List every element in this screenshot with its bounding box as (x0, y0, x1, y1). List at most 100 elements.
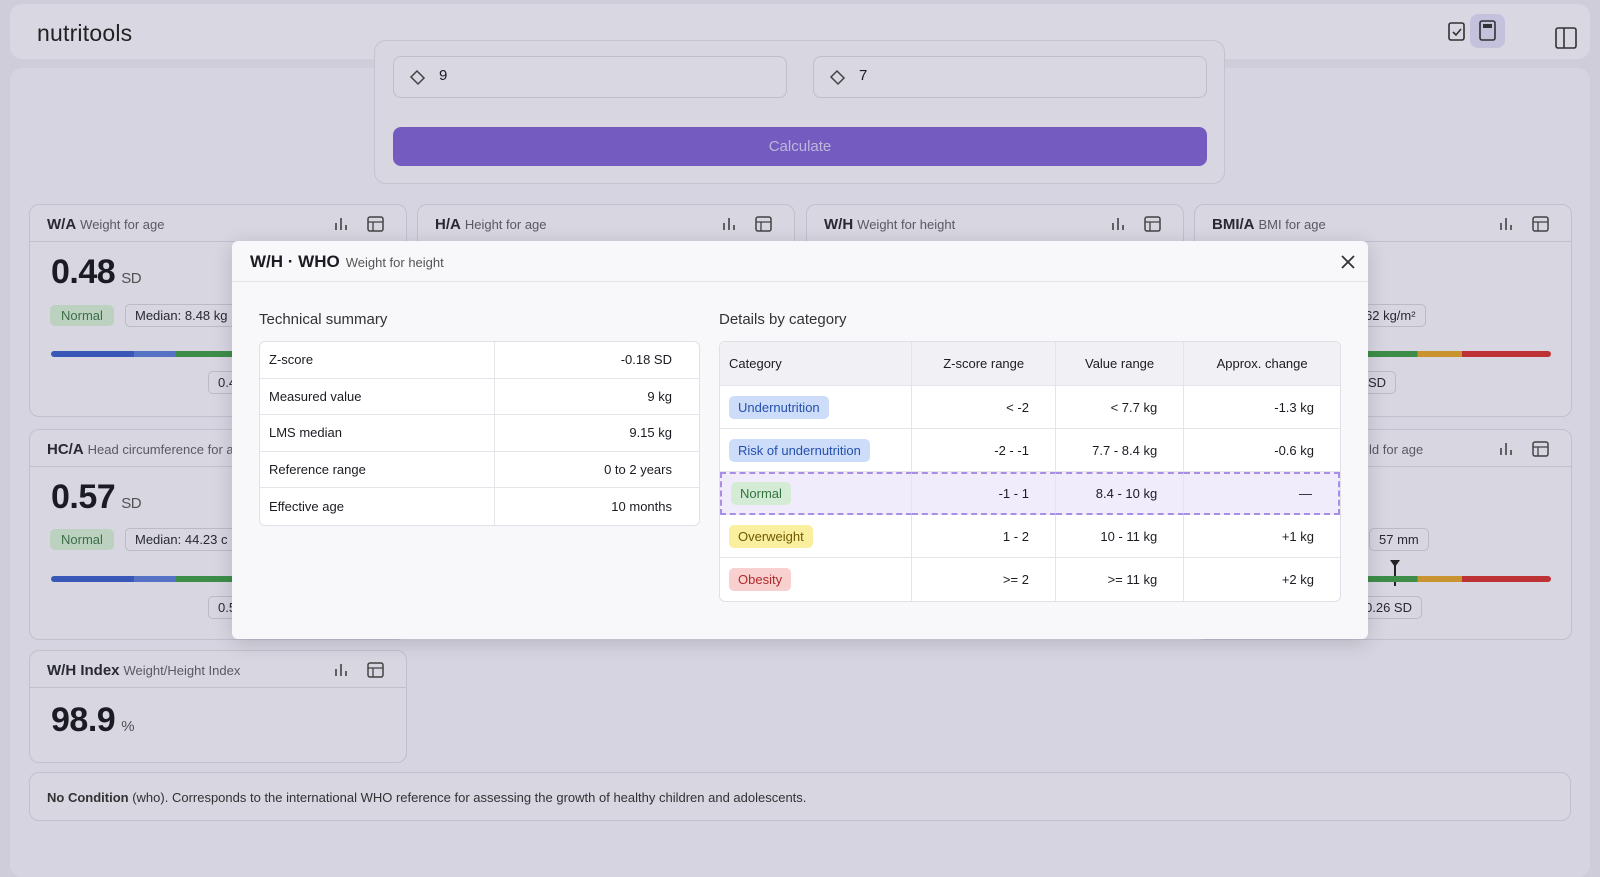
input[interactable]: 7 (813, 56, 1207, 98)
column-header: Value range (1055, 342, 1185, 386)
calculator-tab[interactable] (1470, 14, 1505, 48)
summary-table: Z-score -0.18 SD Measured value 9 kg LMS med… (259, 341, 700, 526)
details-table: Category Z-score range Value range Approx. … (719, 341, 1341, 602)
card-value: 98.9% (51, 701, 135, 740)
range-cell: -0.6 kg (1184, 429, 1340, 472)
status-badge: Normal (50, 305, 114, 326)
summary-label: Measured value (260, 378, 495, 416)
summary-row: Z-score -0.18 SD (260, 342, 699, 379)
category-badge: Obesity (729, 568, 792, 591)
footer-bold: No Condition (47, 790, 129, 805)
median-pill: 57 mm (1369, 528, 1429, 551)
clipboard-icon[interactable] (1447, 20, 1467, 42)
cell: Overweight (720, 515, 913, 558)
range-cell: -2 - -1 (912, 429, 1056, 472)
footer-text: (who). Corresponds to the international … (132, 790, 807, 805)
median-pill: Median: 8.48 kg (125, 304, 238, 327)
close-button[interactable] (1339, 253, 1357, 271)
range-cell: 7.7 - 8.4 kg (1055, 429, 1185, 472)
modal-title: W/H · WHO (250, 252, 340, 271)
modal-subtitle: Weight for height (345, 255, 444, 270)
card-actions[interactable] (720, 215, 776, 233)
summary-value: 9.15 kg (495, 415, 699, 452)
range-cell: < 7.7 kg (1055, 386, 1185, 429)
summary-label: LMS median (260, 415, 495, 452)
card-actions[interactable] (1497, 215, 1553, 233)
card-name: Weight for age (80, 217, 165, 232)
range-cell: >= 2 (912, 558, 1056, 601)
summary-row: Measured value 9 kg (260, 378, 699, 416)
summary-value: 9 kg (495, 379, 699, 416)
range-cell: 1 - 2 (912, 515, 1056, 558)
range-cell: 8.4 - 10 kg (1055, 472, 1185, 515)
range-cell: 10 - 11 kg (1055, 515, 1185, 558)
card-value: 0.48 SD (51, 253, 142, 292)
card-name: BMI for age (1258, 217, 1326, 232)
category-badge: Undernutrition (729, 395, 829, 419)
summary-row: LMS median 9.15 kg (260, 415, 699, 452)
summary-row: Effective age 10 months (260, 488, 699, 525)
summary-label: Effective age (260, 488, 495, 525)
card-code: W/A (47, 216, 77, 233)
modal: W/H · WHO Weight for height Technical sum… (232, 241, 1368, 639)
calculate-button[interactable]: Calculate (393, 127, 1207, 166)
section-title: Technical summary (259, 311, 388, 328)
unit: SD (121, 495, 142, 512)
card-actions[interactable] (332, 661, 388, 679)
card-name: Head circumference for a (87, 442, 234, 457)
input-value: 7 (859, 67, 868, 84)
input-value: 9 (439, 67, 448, 84)
range-cell: < -2 (912, 386, 1056, 429)
category-row: Obesity >= 2 >= 11 kg +2 kg (720, 558, 1340, 601)
category-row: Risk of undernutrition -2 - -1 7.7 - 8.4 k… (720, 429, 1340, 472)
card-actions[interactable] (1497, 440, 1553, 458)
summary-value: 10 months (611, 499, 672, 515)
unit: SD (121, 270, 142, 287)
cell: Obesity (720, 558, 913, 601)
column-header: Category (720, 342, 913, 386)
card-actions[interactable] (332, 215, 388, 233)
summary-value: -0.18 SD (495, 342, 699, 379)
summary-label: Reference range (260, 451, 495, 489)
range-cell: >= 11 kg (1056, 558, 1185, 601)
column-header: Z-score range (912, 342, 1056, 386)
scale-bar (1195, 351, 1551, 357)
card: W/H Index Weight/Height Index 98.9% (29, 650, 407, 763)
scale-bar (51, 576, 383, 582)
value: 98.9 (51, 701, 116, 739)
summary-value: 0 to 2 years (495, 452, 699, 489)
scale-bar (51, 351, 383, 357)
range-cell: +2 kg (1281, 572, 1314, 587)
card-name: Height for age (464, 217, 547, 232)
section-title: Details by category (719, 311, 847, 328)
layout-icon[interactable] (1550, 22, 1580, 52)
logo: nutritools (37, 20, 133, 46)
input[interactable]: 9 (393, 56, 787, 98)
category-badge: Overweight (729, 524, 813, 548)
cell: Undernutrition (720, 386, 913, 429)
status-badge: Normal (50, 529, 114, 550)
category-badge: Risk of undernutrition (729, 438, 870, 462)
card-name: Weight/Height Index (123, 663, 241, 678)
column-header: Approx. change (1184, 342, 1340, 386)
card-value: 0.57 SD (51, 478, 142, 517)
range-cell: +1 kg (1184, 515, 1340, 558)
summary-label: Z-score (260, 342, 495, 379)
card-actions[interactable] (1109, 215, 1165, 233)
cell: Normal (720, 472, 913, 515)
footer-note: No Condition (who). Corresponds to the i… (29, 772, 1571, 821)
marker (1390, 560, 1400, 586)
card-code: H/A (435, 216, 461, 233)
scale-bar (1195, 576, 1551, 582)
category-badge: Normal (731, 482, 791, 505)
card-code: HC/A (47, 441, 84, 458)
value: 0.48 (51, 253, 116, 291)
category-row: Overweight 1 - 2 10 - 11 kg +1 kg (720, 515, 1340, 558)
card-name: Weight for height (857, 217, 956, 232)
card-code: BMI/A (1212, 216, 1255, 233)
median-pill: Median: 44.23 c (125, 528, 238, 551)
cell: Risk of undernutrition (720, 429, 913, 472)
card-name: ld for age (1369, 442, 1424, 457)
category-row: Normal -1 - 1 8.4 - 10 kg — (720, 472, 1340, 515)
